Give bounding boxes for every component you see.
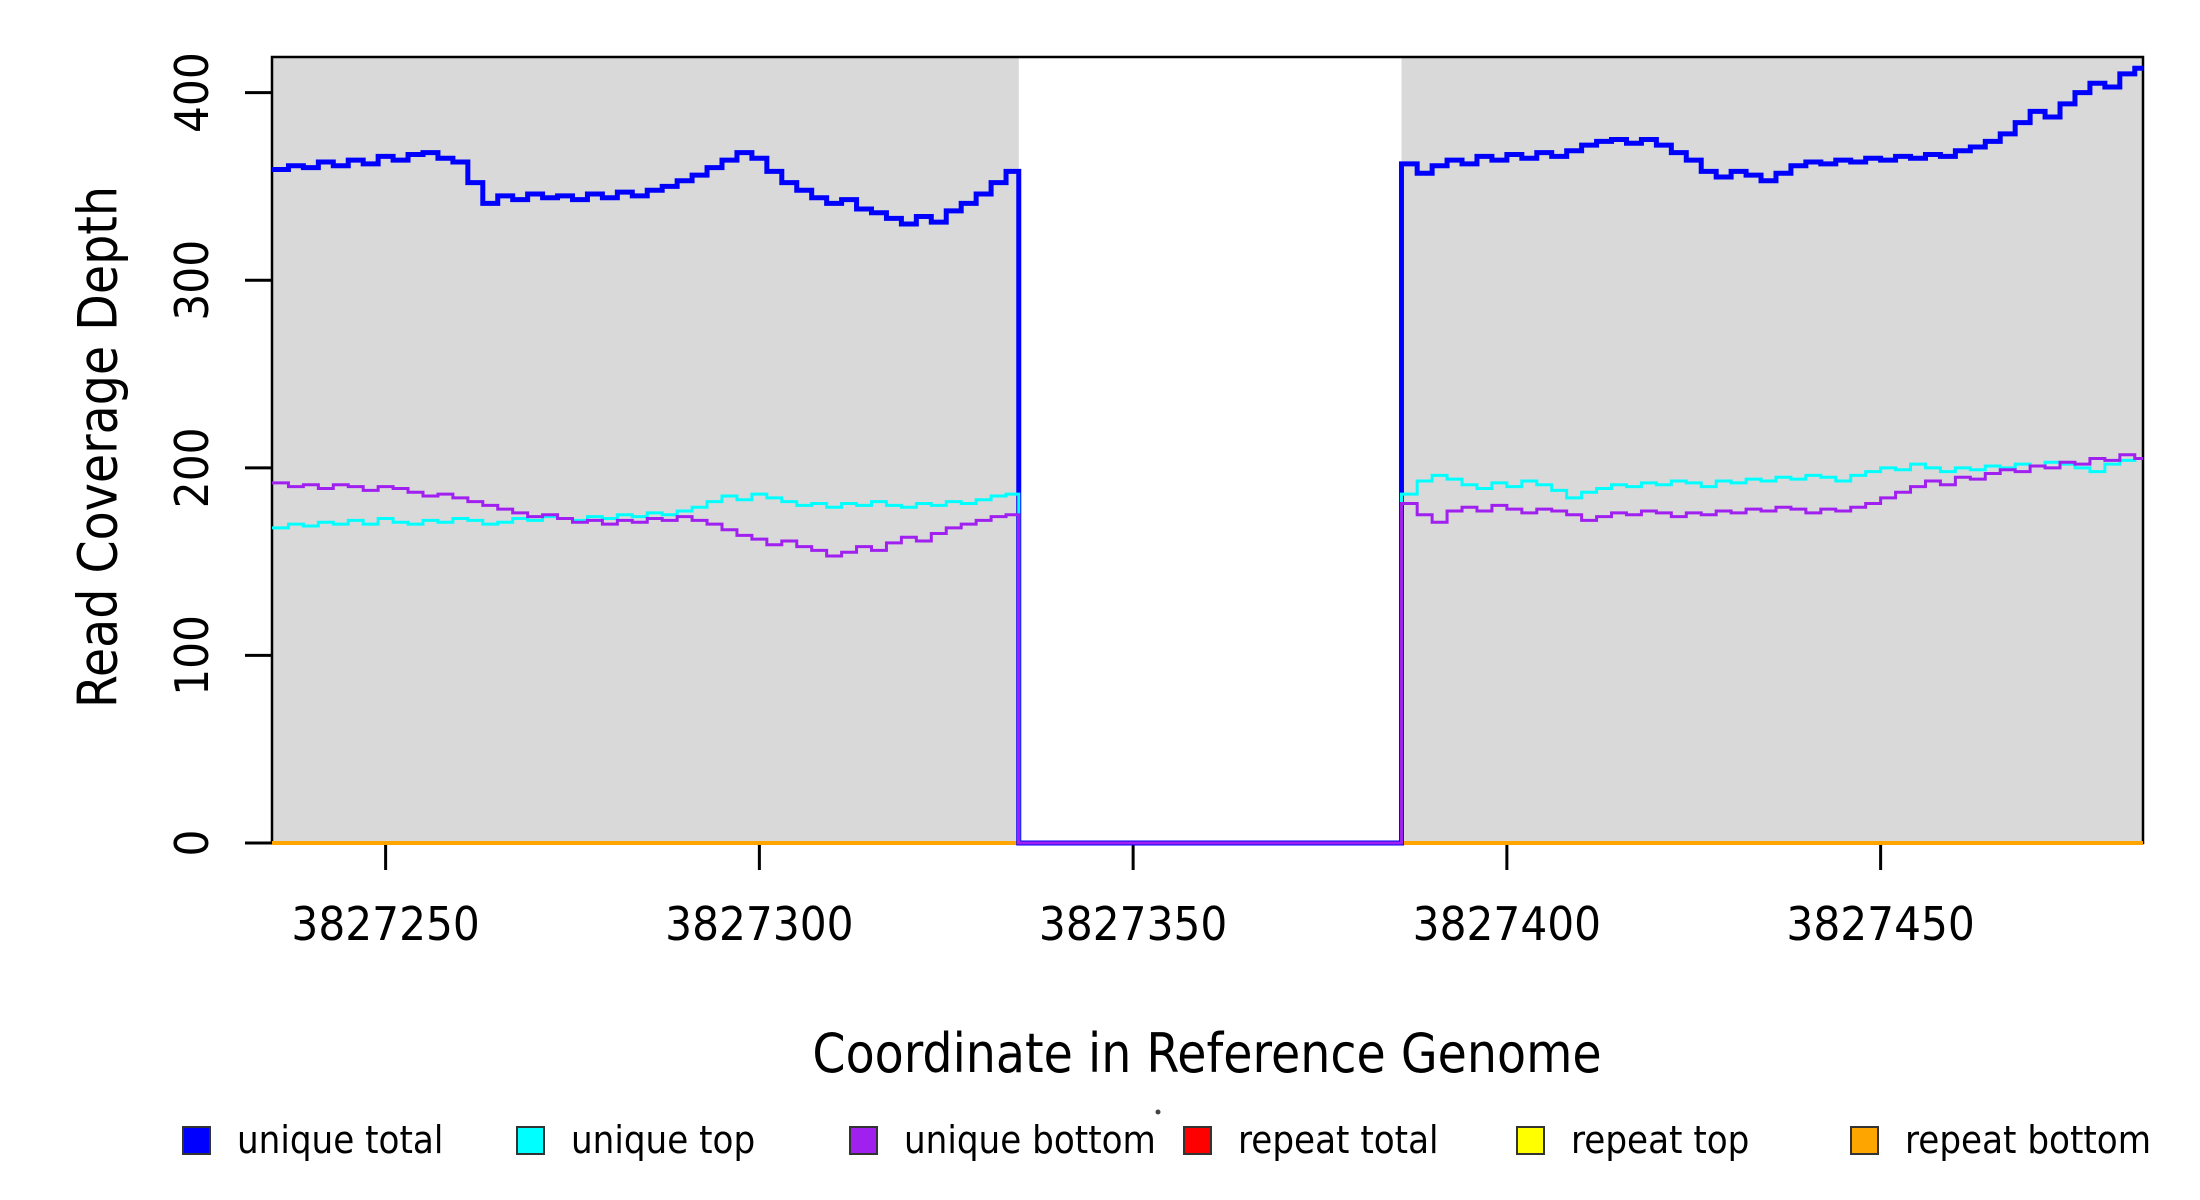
y-axis-title: Read Coverage Depth [66,185,130,709]
y-tick-label: 0 [166,830,219,857]
x-axis-title: Coordinate in Reference Genome [812,1022,1602,1085]
y-tick-label: 400 [166,52,219,133]
y-tick-label: 100 [166,615,219,696]
shaded-region [1401,57,2143,843]
stray-dot [1155,1109,1161,1115]
y-tick-label: 200 [166,427,219,508]
x-tick-label: 3827350 [1039,898,1227,951]
shaded-region [272,57,1019,843]
x-tick-label: 3827300 [665,898,853,951]
y-tick-label: 300 [166,240,219,321]
x-tick-label: 3827400 [1413,898,1601,951]
x-tick-label: 3827250 [291,898,479,951]
x-tick-label: 3827450 [1786,898,1974,951]
series-unique-bottom [272,453,2143,845]
